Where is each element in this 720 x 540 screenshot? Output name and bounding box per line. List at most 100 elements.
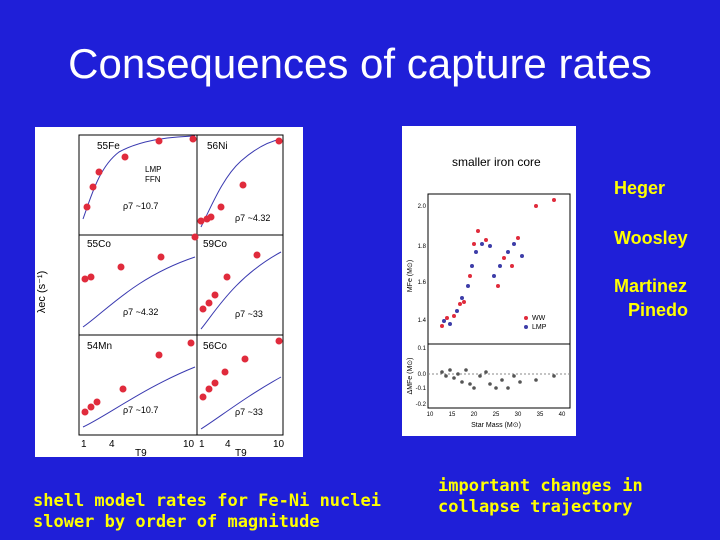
- x-axis-label: Star Mass (M⊙): [471, 422, 521, 429]
- rate-point: [241, 355, 249, 363]
- caption-right-line: important changes in: [438, 476, 643, 496]
- caption-left: shell model rates for Fe-Ni nuclei slowe…: [33, 491, 381, 533]
- panel-nucleus: 55Co: [87, 239, 111, 250]
- rate-point: [189, 135, 197, 143]
- rate-point: [83, 203, 91, 211]
- rate-curve: [82, 256, 196, 328]
- rate-point: [211, 379, 219, 387]
- y-tick: 1.4: [418, 318, 427, 324]
- legend-lmp: LMP: [145, 165, 161, 174]
- rate-point: [187, 339, 195, 347]
- y-tick: 2.0: [418, 204, 427, 210]
- rate-point: [217, 203, 225, 211]
- panel-rho: ρ7 ~4.32: [123, 307, 158, 317]
- rate-point: [199, 393, 207, 401]
- rate-point: [275, 137, 283, 145]
- rate-point: [89, 183, 97, 191]
- caption-left-line: shell model rates for Fe-Ni nuclei: [33, 491, 381, 511]
- x-tick: 20: [471, 412, 478, 418]
- author-pinedo: Pinedo: [628, 300, 689, 320]
- rate-point: [191, 233, 199, 241]
- panel-nucleus: 56Co: [203, 341, 227, 352]
- y-axis-label-bottom: ΔMFe (M⊙): [407, 358, 414, 395]
- y-tick: 0.1: [418, 346, 427, 352]
- rate-point: [205, 385, 213, 393]
- panel-frame: [196, 334, 284, 436]
- x-tick: 1: [199, 439, 205, 450]
- panel-nucleus: 55Fe: [97, 141, 120, 152]
- legend-ffn: FFN: [145, 175, 161, 184]
- panel-rho: ρ7 ~10.7: [123, 201, 158, 211]
- rate-point: [117, 263, 125, 271]
- rate-point: [197, 217, 205, 225]
- y-tick: -0.1: [416, 386, 427, 392]
- rate-point: [221, 368, 229, 376]
- x-tick: 15: [449, 412, 456, 418]
- rate-point: [93, 398, 101, 406]
- legend-marker-lmp: [524, 325, 528, 329]
- x-tick: 4: [109, 439, 115, 450]
- panel-nucleus: 56Ni: [207, 141, 228, 152]
- rate-point: [81, 408, 89, 416]
- rate-point: [119, 385, 127, 393]
- author-woosley: Woosley: [614, 228, 688, 248]
- y-axis-label-top: MFe (M⊙): [407, 260, 414, 292]
- rate-curve: [200, 251, 282, 330]
- x-tick: 10: [273, 439, 285, 450]
- legend-ww: WW: [532, 315, 546, 322]
- x-tick: 25: [493, 412, 500, 418]
- rate-point: [121, 153, 129, 161]
- panel-frame: [196, 234, 284, 336]
- rate-curve: [82, 366, 196, 428]
- rate-point: [157, 253, 165, 261]
- rate-point: [81, 275, 89, 283]
- panel-nucleus: 59Co: [203, 239, 227, 250]
- legend-marker-ww: [524, 316, 528, 320]
- x-axis-label: T9: [135, 448, 147, 457]
- x-tick: 40: [559, 412, 566, 418]
- caption-left-line: slower by order of magnitude: [33, 512, 320, 532]
- rate-point: [155, 137, 163, 145]
- panel-rho: ρ7 ~10.7: [123, 405, 158, 415]
- panel-nucleus: 54Mn: [87, 341, 112, 352]
- x-tick: 35: [537, 412, 544, 418]
- x-tick: 4: [225, 439, 231, 450]
- panel-rho: ρ7 ~33: [235, 309, 263, 319]
- y-tick: 0.0: [418, 372, 427, 378]
- rate-curve: [82, 135, 196, 220]
- x-tick: 10: [427, 412, 434, 418]
- x-tick: 30: [515, 412, 522, 418]
- panel-rho: ρ7 ~4.32: [235, 213, 270, 223]
- y-tick: -0.2: [416, 402, 427, 408]
- rate-point: [207, 213, 215, 221]
- y-tick: 1.6: [418, 280, 427, 286]
- rate-point: [87, 403, 95, 411]
- rate-point: [199, 305, 207, 313]
- rate-point: [155, 351, 163, 359]
- rate-curve: [200, 376, 282, 430]
- figure-title: smaller iron core: [452, 155, 541, 169]
- rate-point: [87, 273, 95, 281]
- rate-point: [253, 251, 261, 259]
- x-tick: 1: [81, 439, 87, 450]
- rate-point: [95, 168, 103, 176]
- rate-point: [239, 181, 247, 189]
- author-martinez: Martinez: [614, 276, 688, 296]
- legend-lmp: LMP: [532, 324, 547, 331]
- rate-point: [205, 299, 213, 307]
- panel-rho: ρ7 ~33: [235, 407, 263, 417]
- rate-point: [275, 337, 283, 345]
- x-axis-label: T9: [235, 448, 247, 457]
- caption-right-line: collapse trajectory: [438, 497, 633, 517]
- plot-frame: [427, 343, 571, 409]
- author-heger: Heger: [614, 178, 666, 198]
- rate-curve: [200, 138, 282, 228]
- plot-frame: [427, 193, 571, 345]
- iron-core-figure: smaller iron core MFe (M⊙) ΔMFe (M⊙) 2.0…: [402, 126, 576, 436]
- left-ylabel: λec (s⁻¹): [36, 271, 48, 313]
- capture-rates-figure: λec (s⁻¹): [35, 127, 303, 457]
- y-tick: 1.8: [418, 244, 427, 250]
- x-tick: 10: [183, 439, 195, 450]
- slide-title: Consequences of capture rates: [68, 40, 652, 87]
- rate-point: [211, 291, 219, 299]
